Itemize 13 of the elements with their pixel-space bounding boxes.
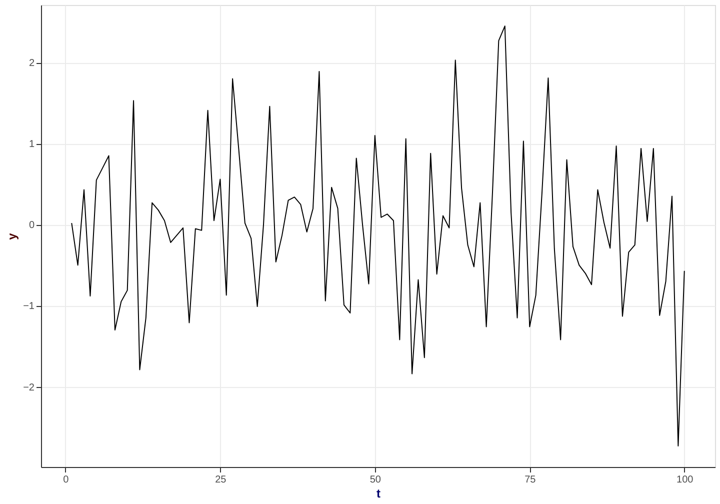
y-axis-title: y [5, 232, 20, 240]
x-tick-label: 100 [676, 474, 694, 486]
y-tick-label: 2 [28, 58, 35, 70]
y-tick-label: −2 [23, 382, 35, 394]
x-tick-label: 25 [215, 474, 227, 486]
x-tick-label: 50 [370, 474, 382, 486]
x-axis-title: t [376, 486, 380, 500]
y-tick-label: 1 [28, 139, 35, 150]
y-tick-label: 0 [28, 220, 35, 232]
x-tick-label: 75 [524, 474, 536, 486]
line-series [71, 26, 685, 446]
x-tick-label: 0 [63, 474, 70, 486]
y-tick-label: −1 [23, 301, 35, 312]
